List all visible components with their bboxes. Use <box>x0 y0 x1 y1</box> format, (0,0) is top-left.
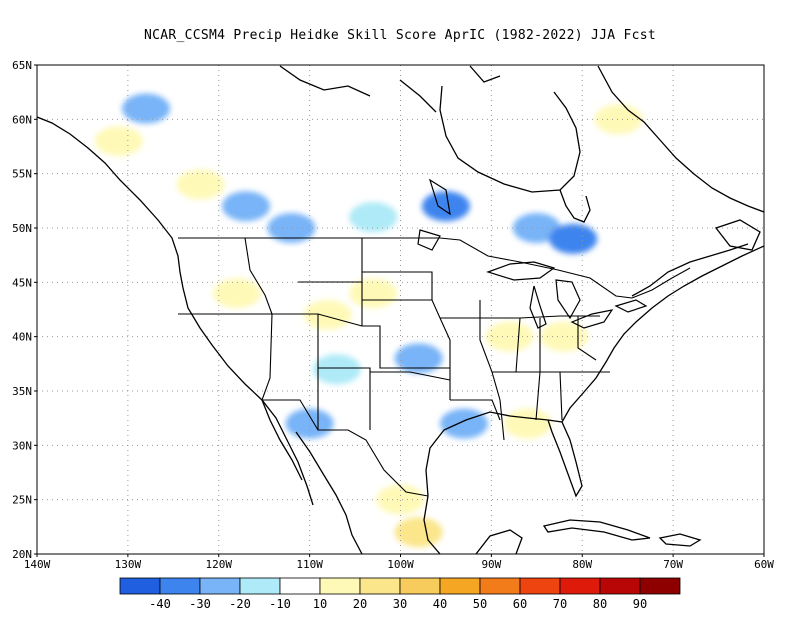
colorbar-swatch <box>119 577 161 595</box>
lon-tick-label: 120W <box>206 558 233 571</box>
colorbar-swatch <box>199 577 241 595</box>
colorbar-swatch <box>439 577 481 595</box>
colorbar-swatch <box>559 577 601 595</box>
lon-tick-label: 60W <box>754 558 774 571</box>
lat-tick-label: 65N <box>12 59 32 72</box>
colorbar-swatch <box>319 577 361 595</box>
lat-tick-label: 35N <box>12 385 32 398</box>
skill-patch-8 <box>549 223 598 254</box>
longitude-axis: 140W 130W 120W 110W 100W 90W 80W 70W 60W <box>24 554 774 571</box>
lon-tick-label: 70W <box>663 558 683 571</box>
skill-patch-10 <box>212 278 261 309</box>
colorbar-swatch <box>279 577 321 595</box>
skill-patch-19 <box>285 408 334 439</box>
colorbar-swatch <box>599 577 641 595</box>
skill-patch-15 <box>485 321 534 352</box>
skill-patch-7 <box>512 213 561 243</box>
lat-tick-label: 45N <box>12 276 32 289</box>
map-background <box>37 65 764 554</box>
skill-patch-12 <box>349 278 398 309</box>
colorbar-label: -30 <box>189 597 211 611</box>
lat-tick-label: 25N <box>12 494 32 507</box>
skill-patch-4 <box>267 213 316 243</box>
map-title: NCAR_CCSM4 Precip Heidke Skill Score Apr… <box>144 28 656 43</box>
colorbar-label: 20 <box>353 597 367 611</box>
colorbar-label: -20 <box>229 597 251 611</box>
lon-tick-label: 110W <box>296 558 323 571</box>
skill-patch-13 <box>394 343 443 374</box>
lon-tick-label: 90W <box>481 558 501 571</box>
lon-tick-label: 140W <box>24 558 51 571</box>
lon-tick-label: 100W <box>387 558 414 571</box>
graticule <box>37 65 764 554</box>
colorbar-label: 70 <box>553 597 567 611</box>
colorbar-label: 60 <box>513 597 527 611</box>
lat-tick-label: 50N <box>12 222 32 235</box>
lat-tick-label: 30N <box>12 439 32 452</box>
great-lakes <box>417 178 648 329</box>
colorbar-label: 40 <box>433 597 447 611</box>
lat-tick-label: 60N <box>12 113 32 126</box>
colorbar-label: 10 <box>313 597 327 611</box>
skill-patch-21 <box>503 408 552 439</box>
lon-tick-label: 80W <box>572 558 592 571</box>
colorbar-label: -40 <box>149 597 171 611</box>
colorbar-swatch <box>479 577 521 595</box>
colorbar-swatch <box>359 577 401 595</box>
lat-tick-label: 40N <box>12 331 32 344</box>
skill-patch-16 <box>540 321 589 352</box>
skill-patch-0 <box>122 93 171 124</box>
colorbar-swatch <box>519 577 561 595</box>
colorbar-swatch <box>399 577 441 595</box>
skill-patch-3 <box>222 191 271 222</box>
colorbar: -40 -30 -20 -10 10 20 30 40 50 60 70 80 90 <box>119 577 681 611</box>
colorbar-swatch <box>639 577 681 595</box>
skill-patch-17 <box>376 484 425 515</box>
skill-patches <box>94 93 643 548</box>
skill-patch-18 <box>394 517 443 548</box>
coastlines <box>37 65 764 554</box>
skill-patch-11 <box>303 299 352 330</box>
skill-patch-14 <box>440 408 489 439</box>
colorbar-label: 90 <box>633 597 647 611</box>
skill-patch-20 <box>312 354 361 385</box>
lon-tick-label: 130W <box>115 558 142 571</box>
colorbar-swatch <box>239 577 281 595</box>
skill-patch-6 <box>421 191 470 222</box>
lat-tick-label: 20N <box>12 548 32 561</box>
skill-patch-9 <box>594 104 643 135</box>
colorbar-label: -10 <box>269 597 291 611</box>
colorbar-label: 30 <box>393 597 407 611</box>
skill-patch-1 <box>94 126 143 157</box>
colorbar-label: 50 <box>473 597 487 611</box>
skill-patch-2 <box>176 169 225 200</box>
latitude-axis: 65N 60N 55N 50N 45N 40N 35N 30N 25N 20N <box>12 59 37 561</box>
lat-tick-label: 55N <box>12 168 32 181</box>
colorbar-swatch <box>159 577 201 595</box>
skill-patch-5 <box>349 202 398 233</box>
political-borders <box>178 237 691 497</box>
colorbar-label: 80 <box>593 597 607 611</box>
